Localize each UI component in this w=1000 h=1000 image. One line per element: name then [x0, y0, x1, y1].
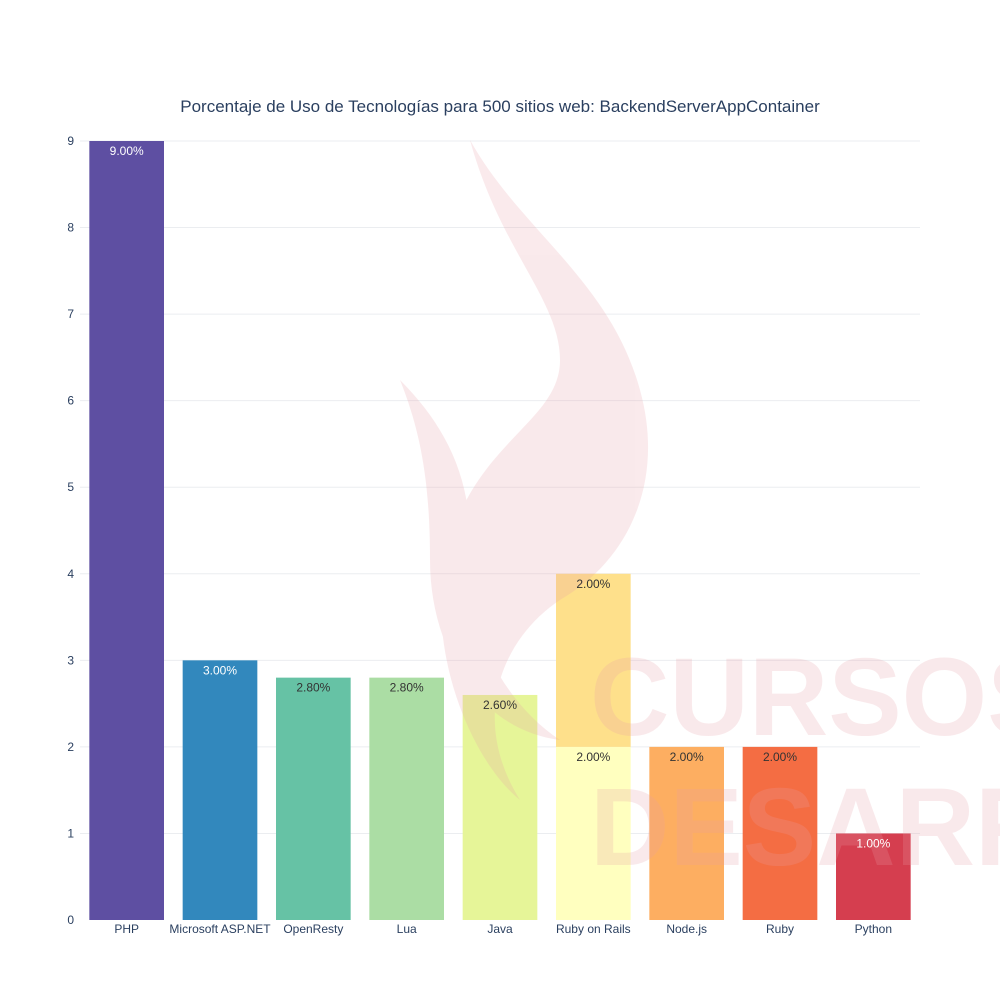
bar-node-js	[649, 746, 724, 920]
bars	[89, 141, 911, 920]
bar-python	[836, 833, 911, 920]
bar-value-label: 2.00%	[576, 750, 610, 764]
bar-value-label: 3.00%	[203, 663, 237, 677]
x-tick-label: Ruby	[766, 922, 794, 936]
watermark: CURSOS DEDESARROLLO	[400, 140, 1000, 889]
x-tick-label: Java	[487, 922, 513, 936]
bar-value-label: 2.00%	[763, 750, 797, 764]
y-tick-label: 2	[67, 740, 74, 754]
bar-ruby	[742, 746, 818, 920]
y-tick-label: 8	[67, 221, 74, 235]
x-tick-label: OpenResty	[283, 922, 343, 936]
y-tick-label: 0	[67, 913, 74, 927]
watermark-text: DESARROLLO	[590, 766, 1000, 889]
y-tick-label: 5	[67, 480, 74, 494]
bar-labels: 9.00% 3.00% 2.80% 2.80% 2.60% 2.00% 2.00% 2.00%…	[110, 144, 891, 850]
x-tick-label: Microsoft ASP.NET	[169, 922, 271, 936]
bar-value-label: 1.00%	[856, 836, 890, 850]
bar-openresty	[276, 677, 351, 920]
x-tick-label: Python	[855, 922, 892, 936]
bar-java	[462, 694, 538, 920]
bar-value-label: 2.00%	[670, 750, 704, 764]
bar-value-label: 2.00%	[576, 577, 610, 591]
x-tick-label: PHP	[114, 922, 139, 936]
bar-lua	[369, 677, 444, 920]
watermark-logo-shape	[400, 380, 560, 740]
x-axis-ticks: PHP Microsoft ASP.NET OpenResty Lua Java Ruby…	[114, 922, 892, 936]
bar-ruby-on-rails	[556, 573, 631, 747]
bar-ruby-on-rails	[556, 746, 631, 920]
y-tick-label: 6	[67, 394, 74, 408]
bar-value-label: 2.80%	[390, 681, 424, 695]
bar-php	[89, 141, 164, 920]
y-tick-label: 4	[67, 567, 74, 581]
y-axis-ticks: 0 1 2 3 4 5 6 7 8 9	[67, 134, 74, 927]
y-tick-label: 1	[67, 826, 74, 840]
x-tick-label: Node.js	[666, 922, 707, 936]
bar-microsoft-asp-net	[182, 660, 258, 920]
watermark-text: CURSOS DE	[590, 636, 1000, 759]
y-tick-label: 9	[67, 134, 74, 148]
bar-value-label: 2.80%	[296, 681, 330, 695]
watermark-logo-shape	[440, 140, 649, 800]
x-tick-label: Ruby on Rails	[556, 922, 631, 936]
y-tick-label: 3	[67, 653, 74, 667]
chart-title: Porcentaje de Uso de Tecnologías para 50…	[180, 97, 820, 116]
x-tick-label: Lua	[397, 922, 417, 936]
bar-value-label: 2.60%	[483, 698, 517, 712]
bar-value-label: 9.00%	[110, 144, 144, 158]
y-tick-label: 7	[67, 307, 74, 321]
